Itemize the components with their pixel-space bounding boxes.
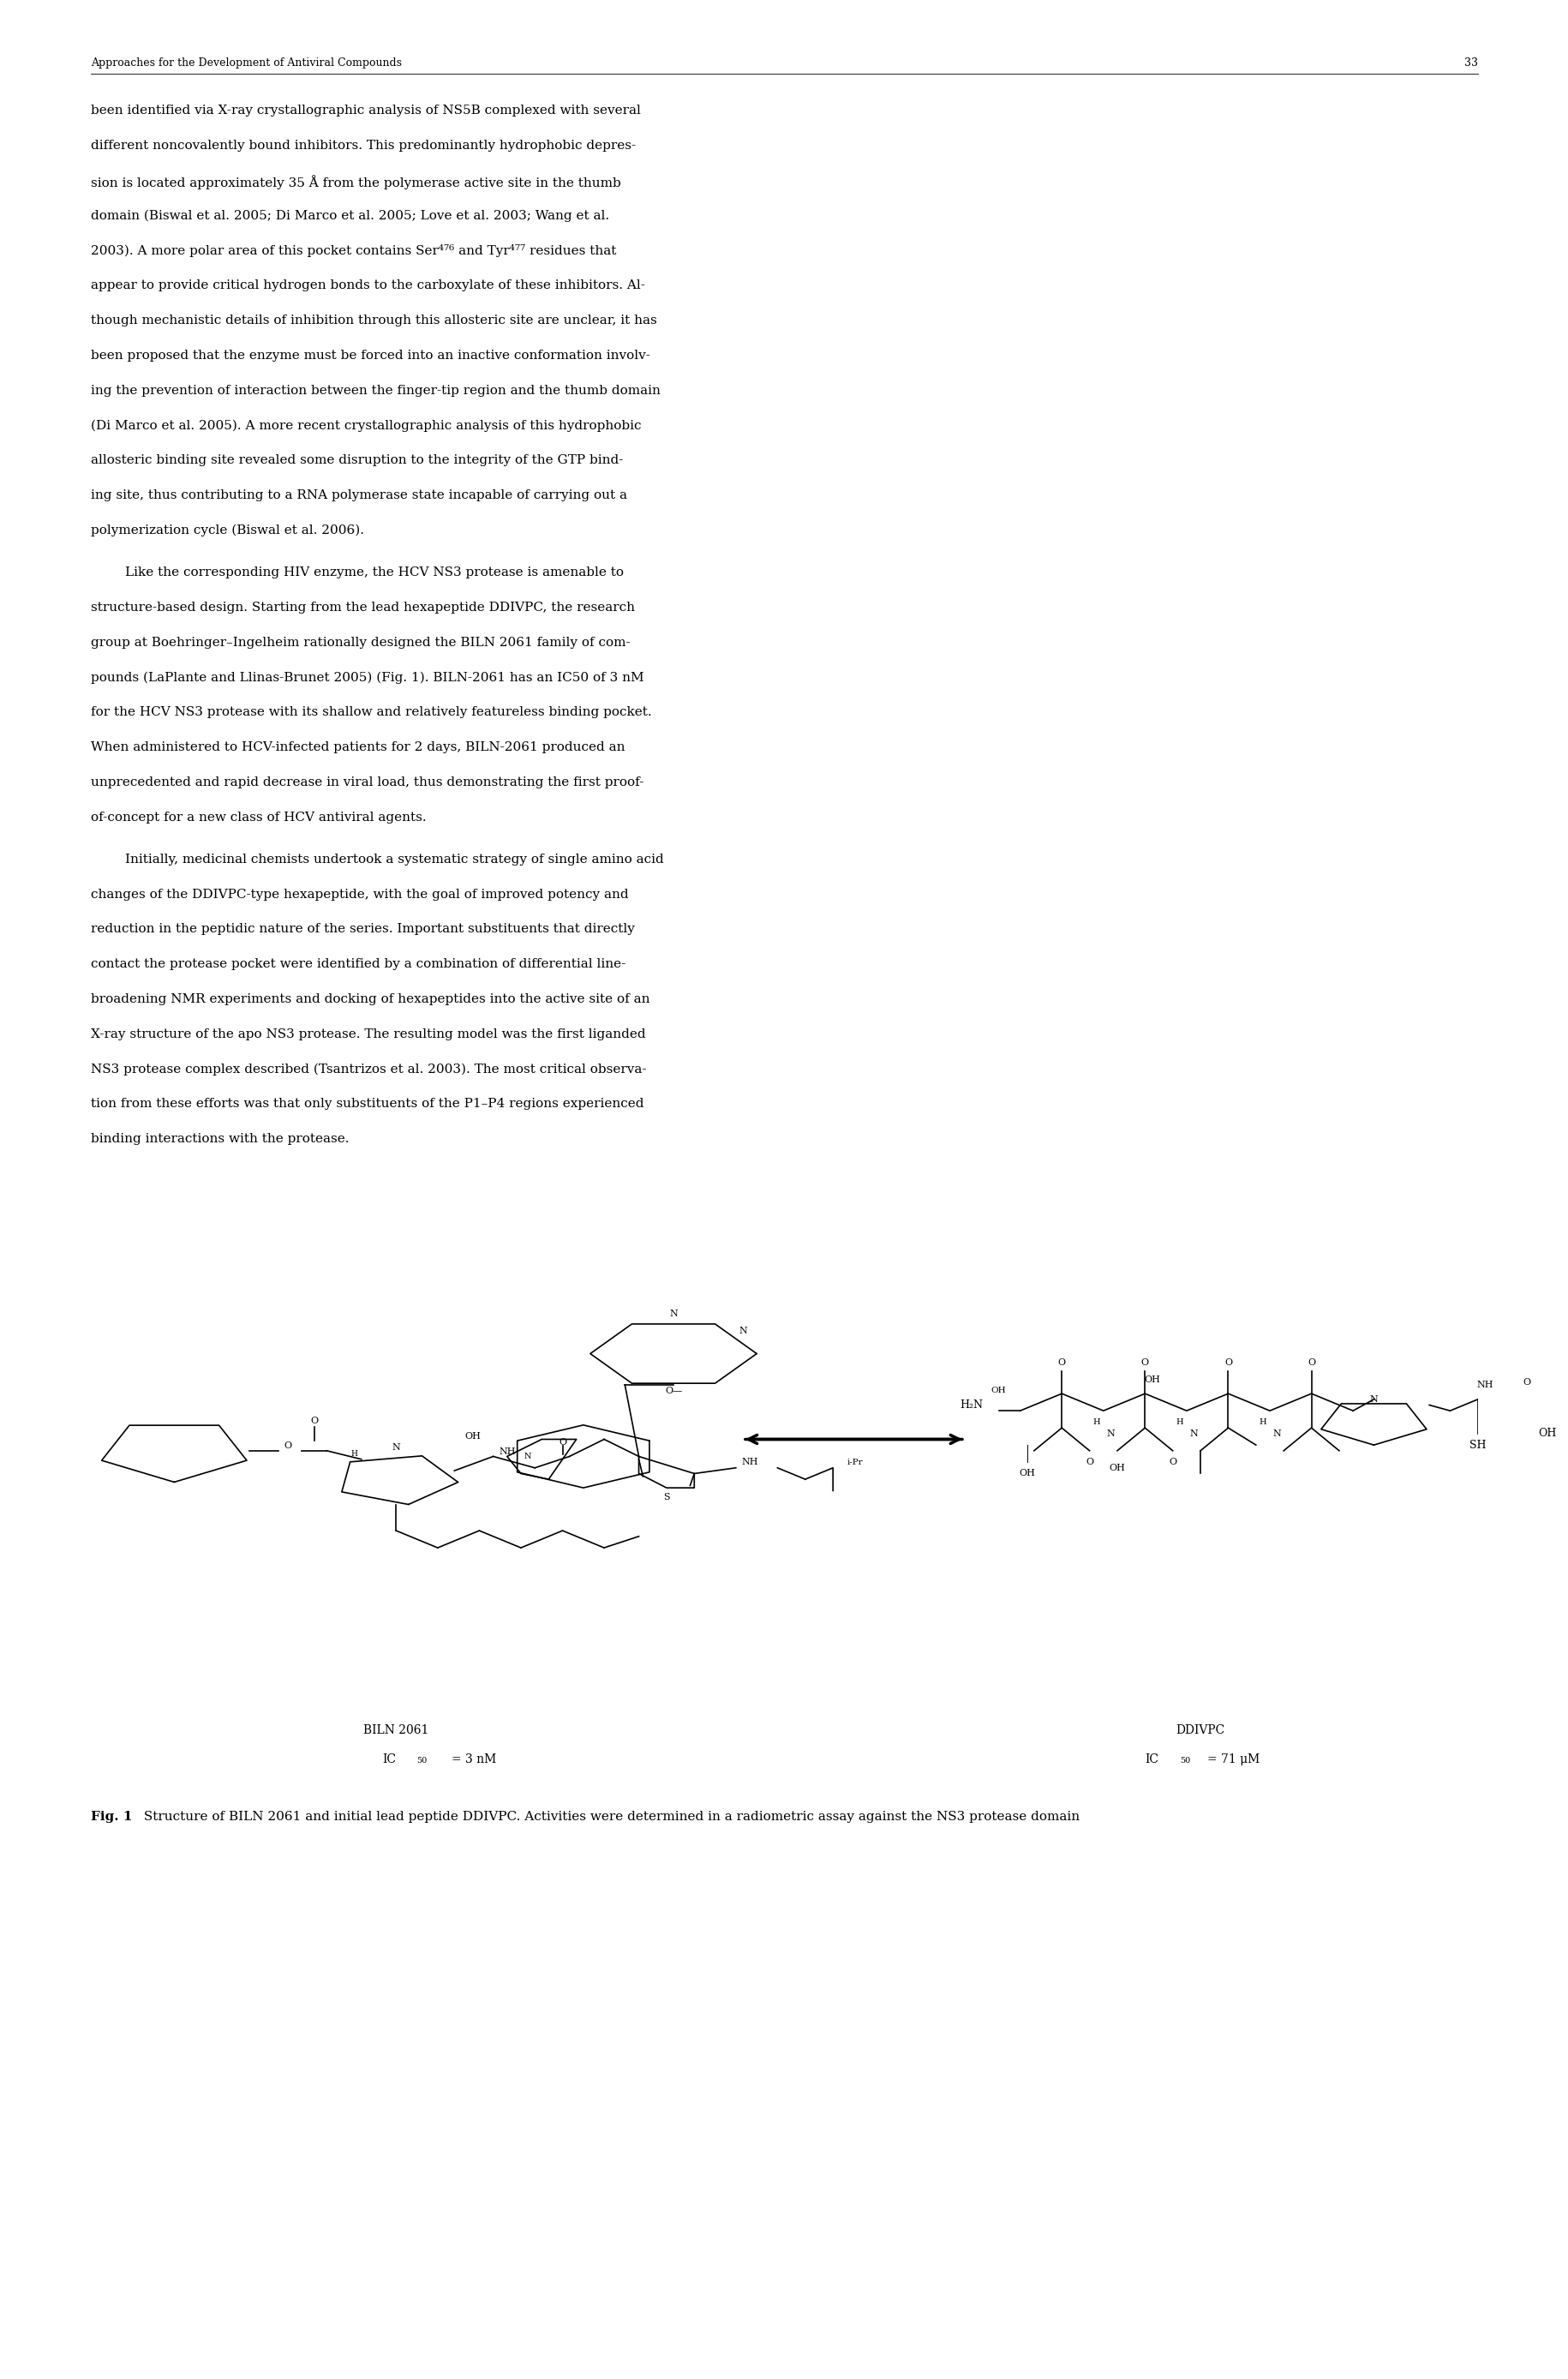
Text: been proposed that the enzyme must be forced into an inactive conformation invol: been proposed that the enzyme must be fo… xyxy=(91,350,651,362)
Text: pounds (LaPlante and Llinas-Brunet 2005) (Fig. 1). BILN-2061 has an IC50 of 3 nM: pounds (LaPlante and Llinas-Brunet 2005)… xyxy=(91,671,644,683)
Text: O: O xyxy=(1085,1458,1093,1465)
Text: BILN 2061: BILN 2061 xyxy=(364,1725,428,1737)
Text: O: O xyxy=(1168,1458,1176,1465)
Text: O: O xyxy=(1223,1358,1231,1366)
Text: i-Pr: i-Pr xyxy=(847,1458,862,1465)
Text: polymerization cycle (Biswal et al. 2006).: polymerization cycle (Biswal et al. 2006… xyxy=(91,523,364,538)
Text: O: O xyxy=(310,1418,318,1425)
Text: N: N xyxy=(739,1327,746,1335)
Text: NH: NH xyxy=(1475,1380,1493,1389)
Text: = 71 μM: = 71 μM xyxy=(1207,1753,1259,1765)
Text: N: N xyxy=(1272,1430,1279,1437)
Text: OH: OH xyxy=(1019,1470,1035,1477)
Text: N: N xyxy=(670,1308,677,1318)
Text: NH: NH xyxy=(742,1458,757,1465)
Text: NH: NH xyxy=(499,1446,516,1456)
Text: SH: SH xyxy=(1469,1439,1485,1451)
Text: changes of the DDIVPC-type hexapeptide, with the goal of improved potency and: changes of the DDIVPC-type hexapeptide, … xyxy=(91,887,629,899)
Text: Like the corresponding HIV enzyme, the HCV NS3 protease is amenable to: Like the corresponding HIV enzyme, the H… xyxy=(125,566,624,578)
Text: H: H xyxy=(1176,1418,1182,1425)
Text: Initially, medicinal chemists undertook a systematic strategy of single amino ac: Initially, medicinal chemists undertook … xyxy=(125,854,663,866)
Text: 2003). A more polar area of this pocket contains Ser⁴⁷⁶ and Tyr⁴⁷⁷ residues that: 2003). A more polar area of this pocket … xyxy=(91,245,616,257)
Text: X-ray structure of the apo NS3 protease. The resulting model was the first ligan: X-ray structure of the apo NS3 protease.… xyxy=(91,1028,646,1040)
Text: O: O xyxy=(558,1437,566,1446)
Text: OH: OH xyxy=(1537,1427,1555,1439)
Text: group at Boehringer–Ingelheim rationally designed the BILN 2061 family of com-: group at Boehringer–Ingelheim rationally… xyxy=(91,638,630,649)
Text: unprecedented and rapid decrease in viral load, thus demonstrating the first pro: unprecedented and rapid decrease in vira… xyxy=(91,776,643,787)
Text: N: N xyxy=(1369,1394,1377,1404)
Text: broadening NMR experiments and docking of hexapeptides into the active site of a: broadening NMR experiments and docking o… xyxy=(91,994,649,1006)
Text: O: O xyxy=(1306,1358,1314,1366)
Text: N: N xyxy=(1105,1430,1113,1437)
Text: structure-based design. Starting from the lead hexapeptide DDIVPC, the research: structure-based design. Starting from th… xyxy=(91,602,635,614)
Text: N: N xyxy=(524,1454,532,1461)
Text: NS3 protease complex described (Tsantrizos et al. 2003). The most critical obser: NS3 protease complex described (Tsantriz… xyxy=(91,1063,646,1075)
Text: IC: IC xyxy=(383,1753,395,1765)
Text: different noncovalently bound inhibitors. This predominantly hydrophobic depres-: different noncovalently bound inhibitors… xyxy=(91,140,635,152)
Text: contact the protease pocket were identified by a combination of differential lin: contact the protease pocket were identif… xyxy=(91,959,626,971)
Text: ing site, thus contributing to a RNA polymerase state incapable of carrying out : ing site, thus contributing to a RNA pol… xyxy=(91,490,627,502)
Text: allosteric binding site revealed some disruption to the integrity of the GTP bin: allosteric binding site revealed some di… xyxy=(91,454,622,466)
Text: ing the prevention of interaction between the finger-tip region and the thumb do: ing the prevention of interaction betwee… xyxy=(91,385,660,397)
Text: = 3 nM: = 3 nM xyxy=(452,1753,495,1765)
Text: binding interactions with the protease.: binding interactions with the protease. xyxy=(91,1132,350,1144)
Text: S: S xyxy=(663,1494,670,1501)
Text: O: O xyxy=(1521,1377,1529,1387)
Text: OH: OH xyxy=(991,1387,1005,1394)
Text: IC: IC xyxy=(1145,1753,1159,1765)
Text: N: N xyxy=(392,1444,400,1451)
Text: domain (Biswal et al. 2005; Di Marco et al. 2005; Love et al. 2003; Wang et al.: domain (Biswal et al. 2005; Di Marco et … xyxy=(91,209,608,221)
Text: 50: 50 xyxy=(1179,1758,1190,1765)
Text: (Di Marco et al. 2005). A more recent crystallographic analysis of this hydropho: (Di Marco et al. 2005). A more recent cr… xyxy=(91,419,641,431)
Text: sion is located approximately 35 Å from the polymerase active site in the thumb: sion is located approximately 35 Å from … xyxy=(91,174,621,188)
Text: N: N xyxy=(1189,1430,1196,1437)
Text: O: O xyxy=(1140,1358,1148,1366)
Text: H₂N: H₂N xyxy=(960,1399,983,1411)
Text: O—: O— xyxy=(665,1387,682,1394)
Text: OH: OH xyxy=(464,1432,480,1442)
Text: for the HCV NS3 protease with its shallow and relatively featureless binding poc: for the HCV NS3 protease with its shallo… xyxy=(91,707,652,718)
Text: 50: 50 xyxy=(417,1758,426,1765)
Text: DDIVPC: DDIVPC xyxy=(1176,1725,1225,1737)
Text: H: H xyxy=(1093,1418,1099,1425)
Text: 33: 33 xyxy=(1463,57,1477,69)
Text: tion from these efforts was that only substituents of the P1–P4 regions experien: tion from these efforts was that only su… xyxy=(91,1099,644,1111)
Text: been identified via X-ray crystallographic analysis of NS5B complexed with sever: been identified via X-ray crystallograph… xyxy=(91,105,641,117)
Text: Structure of BILN 2061 and initial lead peptide DDIVPC. Activities were determin: Structure of BILN 2061 and initial lead … xyxy=(140,1810,1079,1822)
Text: O: O xyxy=(1057,1358,1065,1366)
Text: O: O xyxy=(284,1442,292,1451)
Text: H: H xyxy=(1259,1418,1265,1425)
Text: appear to provide critical hydrogen bonds to the carboxylate of these inhibitors: appear to provide critical hydrogen bond… xyxy=(91,281,644,293)
Text: Approaches for the Development of Antiviral Compounds: Approaches for the Development of Antivi… xyxy=(91,57,401,69)
Text: OH: OH xyxy=(1143,1375,1159,1385)
Text: of-concept for a new class of HCV antiviral agents.: of-concept for a new class of HCV antivi… xyxy=(91,811,426,823)
Text: Fig. 1: Fig. 1 xyxy=(91,1810,132,1822)
Text: OH: OH xyxy=(1109,1463,1124,1473)
Text: H: H xyxy=(351,1449,358,1458)
Text: reduction in the peptidic nature of the series. Important substituents that dire: reduction in the peptidic nature of the … xyxy=(91,923,635,935)
Text: When administered to HCV-infected patients for 2 days, BILN-2061 produced an: When administered to HCV-infected patien… xyxy=(91,742,626,754)
Text: though mechanistic details of inhibition through this allosteric site are unclea: though mechanistic details of inhibition… xyxy=(91,314,657,326)
